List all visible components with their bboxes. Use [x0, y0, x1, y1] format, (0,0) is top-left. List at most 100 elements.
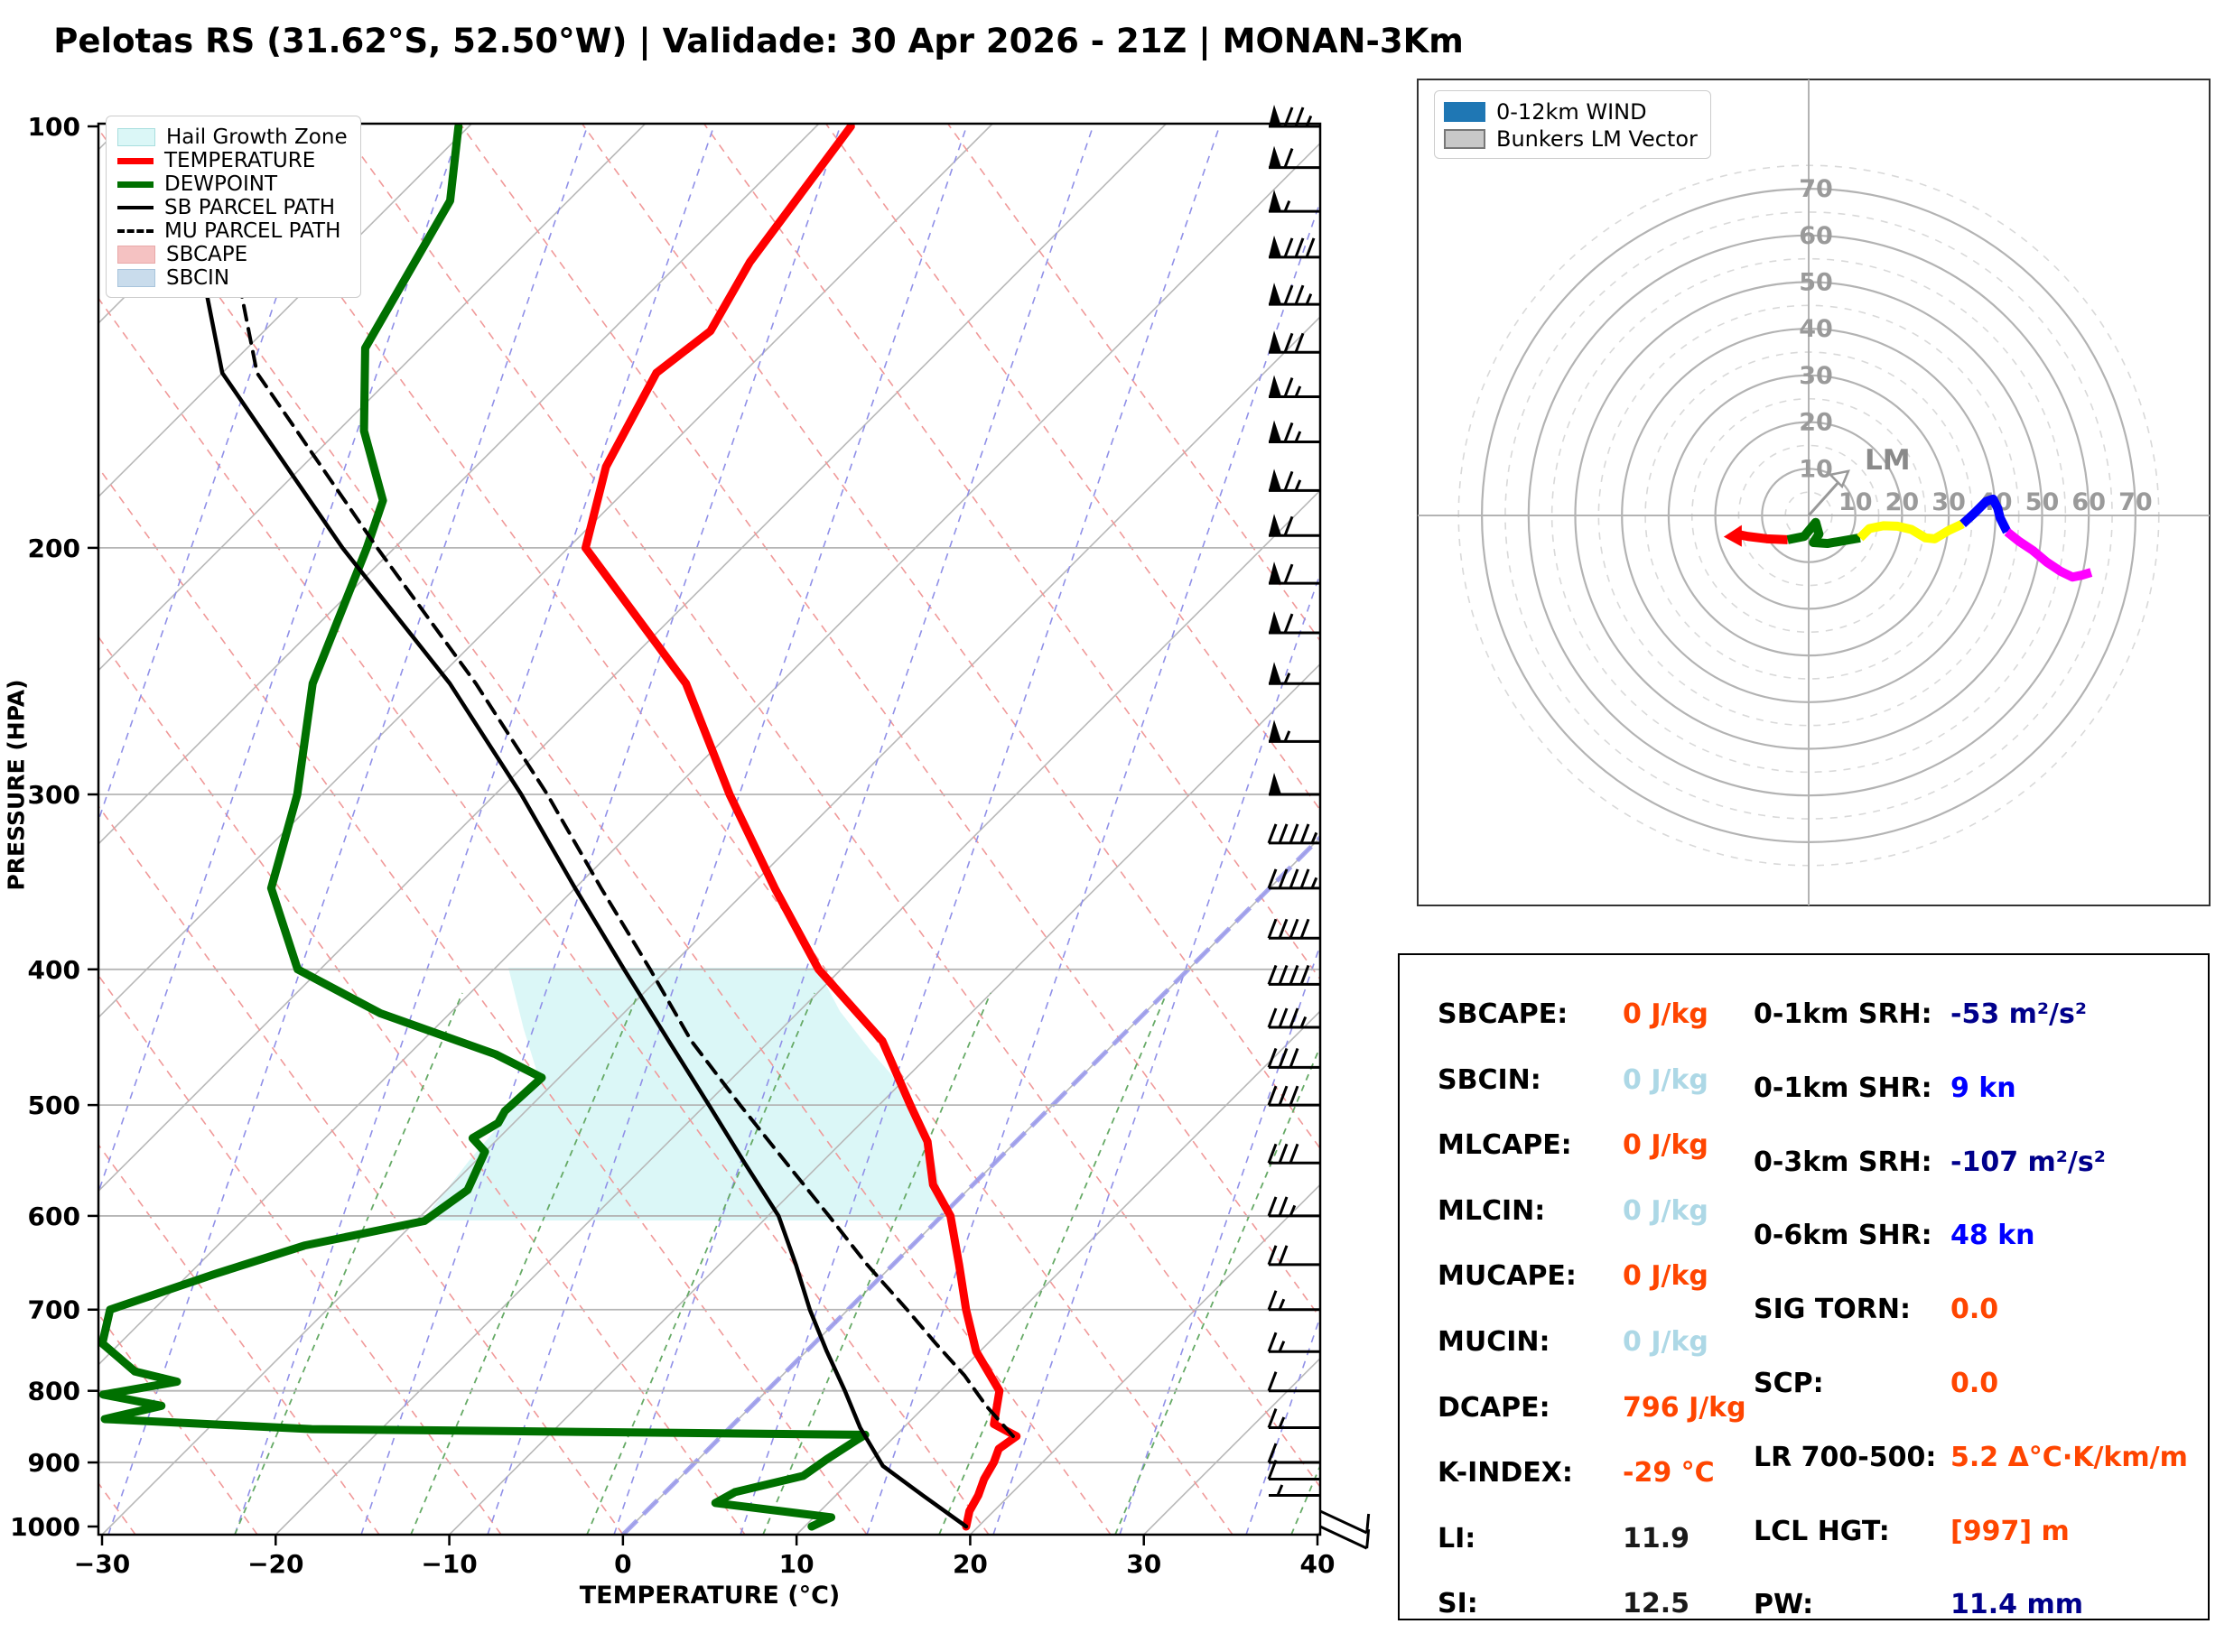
pressure-tick-label: 400	[28, 955, 80, 985]
stat-label: LCL HGT:	[1754, 1515, 1890, 1547]
moist-adiabat-line	[866, 200, 1320, 1535]
pressure-tick-label: 100	[28, 112, 80, 142]
wind-barb	[1267, 1196, 1320, 1218]
dry-adiabat-line	[946, 124, 1320, 643]
wind-barb	[1267, 1245, 1320, 1267]
stat-row: MUCAPE: 0 J/kg	[1438, 1260, 1708, 1292]
legend-item: Hail Growth Zone	[117, 125, 348, 149]
dry-adiabat-line	[98, 297, 990, 1535]
legend-item: 0-12km WIND	[1444, 98, 1698, 125]
isotherm-line	[796, 1010, 1320, 1535]
stat-row: PW: 11.4 mm	[1754, 1589, 2083, 1621]
stat-row: SCP: 0.0	[1754, 1368, 1998, 1399]
legend-label: MU PARCEL PATH	[164, 219, 341, 243]
hodograph-frame	[1417, 79, 2211, 906]
moist-adiabat-line	[613, 124, 1095, 1535]
stat-label: PW:	[1754, 1589, 1814, 1621]
temperature-tick-label: 40	[1300, 1549, 1336, 1579]
stat-value: 0 J/kg	[1623, 1194, 1708, 1227]
hodograph-ring-label: 60	[1799, 222, 1833, 250]
wind-barb	[1269, 561, 1320, 585]
stat-value: 48 kn	[1950, 1220, 2035, 1252]
wind-barb	[1269, 190, 1320, 213]
dry-adiabat-line	[98, 974, 502, 1535]
hodograph-trace-segment	[1857, 519, 1965, 543]
stat-value: 12.5	[1623, 1588, 1690, 1620]
hodograph-trace-segment	[2004, 528, 2093, 582]
stat-value: [997] m	[1950, 1515, 2070, 1547]
dewpoint-curve	[98, 124, 870, 1531]
moist-adiabat-line	[1119, 942, 1320, 1535]
temperature-tick-label: −30	[74, 1549, 130, 1579]
page-title: Pelotas RS (31.62°S, 52.50°W) | Validade…	[53, 22, 1464, 60]
legend-swatch-thinline	[117, 206, 154, 209]
wind-barb-column	[1267, 105, 1371, 1550]
stat-row: 0-1km SRH: -53 m²/s²	[1754, 998, 2087, 1030]
dry-adiabat-line	[581, 124, 1320, 1150]
hodograph-trace-segment	[1959, 494, 2012, 534]
dry-adiabat-line	[215, 124, 1233, 1535]
stat-row: DCAPE: 796 J/kg	[1438, 1392, 1746, 1424]
dry-adiabat-line	[824, 124, 1320, 812]
wind-barb	[1269, 611, 1320, 635]
stat-label: 0-1km SRH:	[1754, 998, 1932, 1030]
legend-label: Hail Growth Zone	[166, 125, 348, 149]
wind-barb	[1269, 469, 1320, 492]
legend-label: SBCAPE	[166, 243, 248, 266]
wind-barb	[1267, 1332, 1320, 1353]
hodograph-ring-label: 10	[1799, 455, 1833, 483]
isotherm-line	[98, 124, 820, 845]
legend-item: TEMPERATURE	[117, 149, 348, 172]
stat-row: MUCIN: 0 J/kg	[1438, 1326, 1708, 1358]
pressure-tick-label: 1000	[10, 1512, 80, 1542]
temperature-tick-label: 0	[614, 1549, 631, 1579]
wind-barb	[1269, 105, 1320, 128]
wind-barb	[1319, 1509, 1371, 1535]
stat-value: 0.0	[1950, 1294, 1999, 1326]
stat-value: -53 m²/s²	[1950, 998, 2087, 1030]
isotherm-line	[98, 124, 472, 498]
legend-swatch-patch	[117, 246, 155, 264]
stat-value: 0 J/kg	[1623, 1063, 1708, 1096]
stat-label: 0-1km SHR:	[1754, 1072, 1932, 1104]
wind-barb	[1269, 145, 1320, 170]
legend-swatch-dashline	[117, 229, 154, 233]
stat-label: LI:	[1438, 1522, 1476, 1555]
stat-row: 0-3km SRH: -107 m²/s²	[1754, 1146, 2106, 1178]
stat-value: 796 J/kg	[1623, 1391, 1746, 1424]
pressure-tick-label: 700	[28, 1295, 80, 1325]
hodograph-ring-label: 40	[1799, 315, 1833, 343]
legend-label: DEWPOINT	[164, 172, 277, 196]
hodograph-ring-label: 50	[2025, 488, 2060, 516]
moist-adiabat-line	[107, 124, 590, 1535]
moist-adiabat-line	[360, 124, 842, 1535]
legend-label: SB PARCEL PATH	[164, 196, 336, 219]
temperature-tick-label: −20	[247, 1549, 303, 1579]
legend-label: Bunkers LM Vector	[1496, 126, 1698, 152]
dry-adiabat-line	[98, 1143, 380, 1535]
wind-barb	[1269, 773, 1320, 796]
stat-label: 0-6km SHR:	[1754, 1220, 1932, 1252]
legend-swatch-patch	[117, 128, 155, 146]
stat-row: LI: 11.9	[1438, 1522, 1689, 1555]
stat-row: K-INDEX: -29 °C	[1438, 1457, 1715, 1489]
isotherm-line	[98, 124, 1167, 1193]
isotherm-line	[101, 315, 1320, 1535]
stat-value: 5.2 Δ°C·K/km/m	[1950, 1441, 2188, 1473]
wind-barb	[1267, 1007, 1320, 1029]
stat-value: 0 J/kg	[1623, 1129, 1708, 1162]
stat-label: SIG TORN:	[1754, 1294, 1912, 1326]
temperature-curve	[581, 124, 1021, 1531]
stat-value: 0 J/kg	[1623, 1326, 1708, 1358]
dry-adiabat-line	[98, 636, 746, 1535]
legend-swatch-line	[117, 181, 154, 188]
hodograph-ring-label: 70	[1799, 175, 1833, 203]
wind-barb	[1269, 283, 1320, 306]
stat-label: MUCIN:	[1438, 1326, 1550, 1358]
legend-swatch-patch	[117, 269, 155, 287]
wind-barb	[1269, 514, 1320, 537]
hodograph-ring-label: 50	[1799, 269, 1833, 297]
stat-label: 0-3km SRH:	[1754, 1146, 1932, 1178]
pressure-tick-label: 300	[28, 780, 80, 810]
